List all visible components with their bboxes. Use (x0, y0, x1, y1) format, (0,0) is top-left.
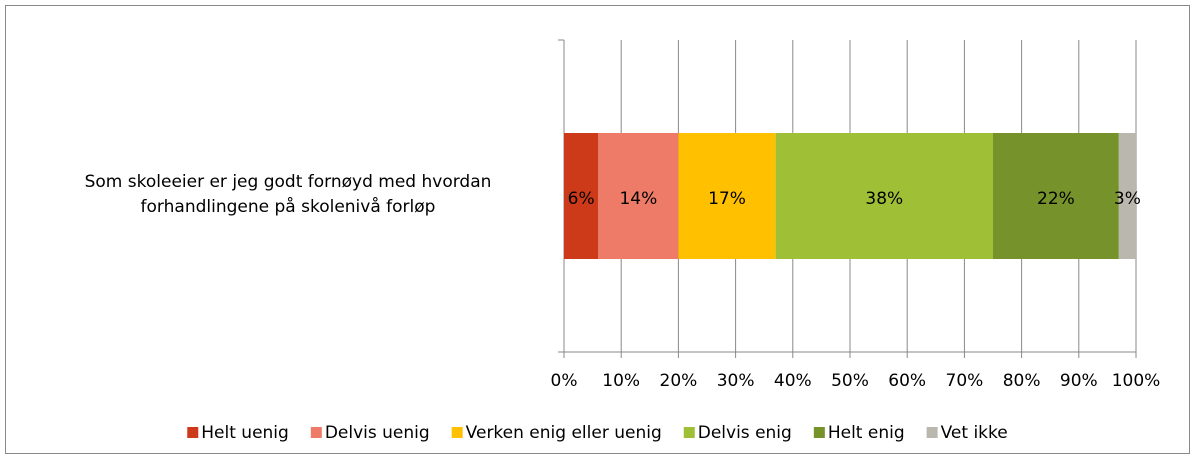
data-label: 22% (1037, 189, 1075, 209)
x-tick-label: 80% (1003, 371, 1041, 391)
legend-swatch (813, 427, 825, 438)
x-tick-label: 70% (946, 371, 984, 391)
bar-segment (598, 133, 679, 259)
bar-segment (775, 133, 993, 259)
bar-segment (678, 133, 776, 259)
legend-swatch (187, 427, 199, 438)
x-tick-label: 90% (1060, 371, 1098, 391)
x-tick-label: 60% (888, 371, 926, 391)
bar-segment (993, 133, 1119, 259)
data-label: 14% (619, 189, 657, 209)
bar-segment (564, 133, 599, 259)
legend-swatch (310, 427, 322, 438)
legend-label: Helt enig (828, 423, 905, 443)
legend-label: Helt uenig (201, 423, 289, 443)
x-tick-label: 40% (774, 371, 812, 391)
bar-segment (1118, 133, 1136, 259)
legend-swatch (926, 427, 938, 438)
data-label: 38% (865, 189, 903, 209)
x-tick-label: 10% (602, 371, 640, 391)
data-label: 17% (708, 189, 746, 209)
x-tick-label: 0% (551, 371, 578, 391)
legend-label: Delvis uenig (325, 423, 430, 443)
data-label: 6% (568, 189, 595, 209)
x-tick-label: 50% (831, 371, 869, 391)
legend-swatch (683, 427, 695, 438)
legend-swatch (451, 427, 463, 438)
x-tick-label: 30% (717, 371, 755, 391)
x-tick-label: 20% (660, 371, 698, 391)
legend-label: Verken enig eller uenig (466, 423, 662, 443)
category-label: Som skoleeier er jeg godt fornøyd med hv… (84, 172, 492, 217)
legend-label: Vet ikke (941, 423, 1008, 443)
x-tick-label: 100% (1112, 371, 1161, 391)
data-label: 3% (1114, 189, 1141, 209)
legend-label: Delvis enig (698, 423, 792, 443)
